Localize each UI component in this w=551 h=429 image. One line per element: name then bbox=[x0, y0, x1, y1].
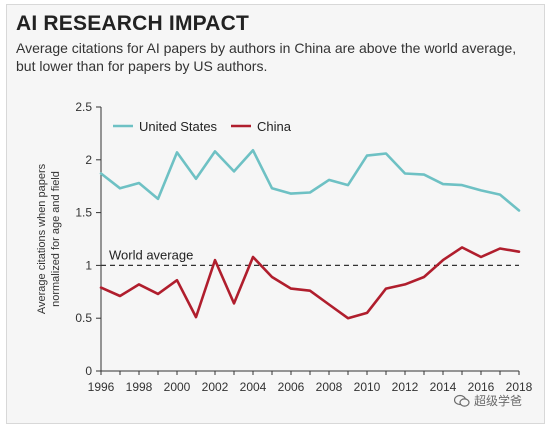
x-tick-label: 2010 bbox=[354, 380, 381, 394]
world-average-label: World average bbox=[109, 247, 193, 262]
legend-label-china: China bbox=[257, 119, 292, 134]
watermark-text: 超级学爸 bbox=[474, 392, 522, 409]
y-tick-label: 0.5 bbox=[75, 311, 92, 325]
x-tick-label: 2008 bbox=[316, 380, 343, 394]
x-tick-label: 1996 bbox=[88, 380, 115, 394]
wechat-icon bbox=[454, 394, 470, 408]
x-tick-label: 2000 bbox=[164, 380, 191, 394]
watermark: 超级学爸 bbox=[454, 392, 522, 409]
x-tick-label: 2006 bbox=[278, 380, 305, 394]
legend-label-united-states: United States bbox=[139, 119, 218, 134]
x-tick-label: 2004 bbox=[240, 380, 267, 394]
y-tick-label: 2.5 bbox=[75, 100, 92, 114]
x-tick-label: 1998 bbox=[126, 380, 153, 394]
series-line-united-states bbox=[101, 150, 519, 210]
x-tick-label: 2014 bbox=[430, 380, 457, 394]
y-tick-label: 2 bbox=[85, 153, 92, 167]
y-tick-label: 1.5 bbox=[75, 206, 92, 220]
y-axis-label: Average citations when papers bbox=[36, 163, 48, 314]
y-tick-label: 0 bbox=[85, 364, 92, 378]
x-tick-label: 2012 bbox=[392, 380, 419, 394]
x-tick-label: 2002 bbox=[202, 380, 229, 394]
y-axis-label: normalized for age and field bbox=[50, 171, 62, 307]
y-tick-label: 1 bbox=[85, 258, 92, 272]
